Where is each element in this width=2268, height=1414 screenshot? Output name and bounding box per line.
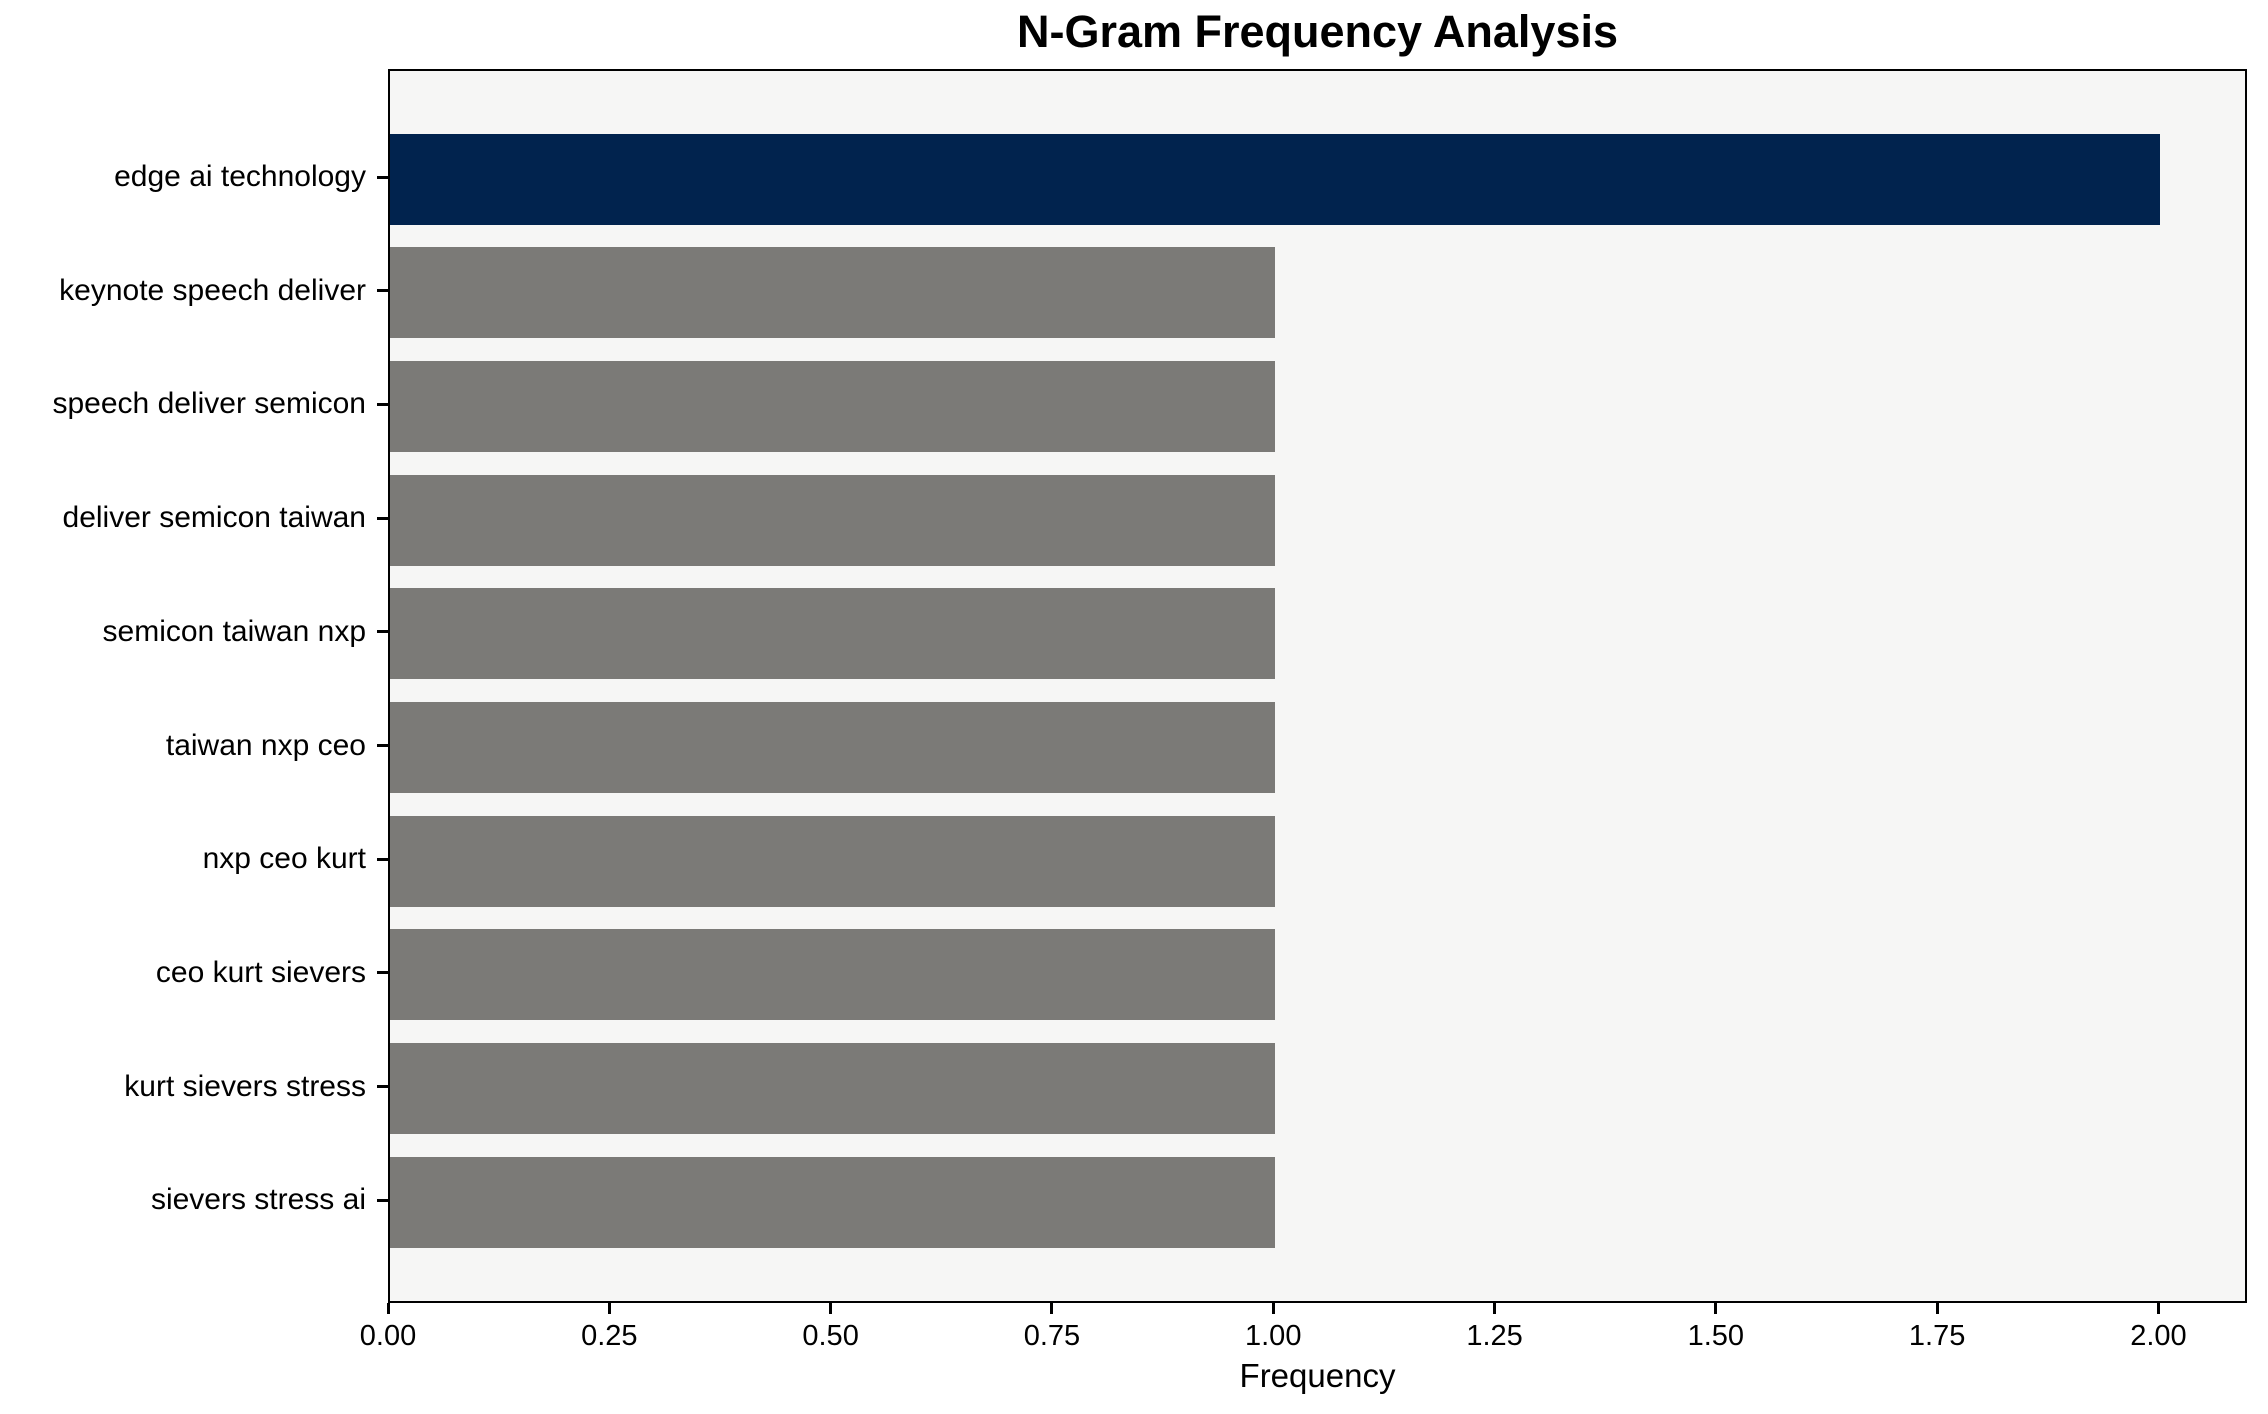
y-tick-label: deliver semicon taiwan	[62, 501, 366, 535]
x-tick-mark	[2156, 1303, 2160, 1314]
x-tick-mark	[607, 1303, 611, 1314]
x-tick-label: 1.00	[1245, 1320, 1302, 1352]
x-axis-title: Frequency	[1239, 1357, 1396, 1394]
plot-area	[388, 69, 2247, 1303]
y-tick-mark	[377, 630, 388, 634]
y-tick-label: speech deliver semicon	[52, 387, 367, 421]
y-tick-mark	[377, 175, 388, 179]
bar	[390, 929, 1276, 1021]
y-tick-mark	[377, 857, 388, 861]
chart-title: N-Gram Frequency Analysis	[1016, 6, 1619, 57]
y-tick-label: semicon taiwan nxp	[102, 614, 366, 648]
y-tick-mark	[377, 971, 388, 975]
bar	[390, 1156, 1276, 1248]
x-tick-mark	[1271, 1303, 1275, 1314]
y-tick-mark	[377, 1085, 388, 1089]
x-tick-label: 1.50	[1687, 1320, 1745, 1352]
bar	[390, 247, 1276, 339]
x-tick-mark	[1935, 1303, 1939, 1314]
x-tick-mark	[1050, 1303, 1054, 1314]
x-tick-mark	[1714, 1303, 1718, 1314]
x-tick-label: 1.75	[1908, 1320, 1966, 1352]
y-tick-label: ceo kurt sievers	[155, 955, 366, 989]
x-tick-mark	[829, 1303, 833, 1314]
y-tick-label: edge ai technology	[114, 160, 366, 193]
x-tick-mark	[1493, 1303, 1497, 1314]
y-tick-mark	[377, 1198, 388, 1202]
bar	[390, 702, 1276, 793]
x-tick-label: 0.75	[1023, 1320, 1081, 1352]
x-tick-label: 2.00	[2130, 1320, 2187, 1352]
y-tick-mark	[377, 744, 388, 747]
y-tick-label: kurt sievers stress	[124, 1069, 366, 1103]
y-tick-label: sievers stress ai	[150, 1183, 366, 1217]
y-axis: edge ai technology keynote speech deliver…	[0, 69, 388, 1303]
bar	[390, 474, 1276, 566]
bar	[390, 588, 1276, 680]
x-tick-label: 0.50	[802, 1320, 859, 1352]
y-tick-label: nxp ceo kurt	[202, 842, 366, 876]
x-axis: 0.00 0.25 0.50 0.75 1.00 1.25 1.50 1.75 2.00	[360, 1303, 2247, 1383]
y-tick-mark	[377, 289, 388, 293]
bar	[390, 815, 1276, 907]
x-tick-label: 0.00	[359, 1320, 417, 1352]
x-tick-mark	[386, 1303, 390, 1314]
bars-layer	[390, 71, 2245, 1301]
bar	[390, 1043, 1276, 1135]
y-tick-mark	[377, 516, 388, 520]
y-tick-label: keynote speech deliver	[59, 273, 366, 307]
x-tick-label: 1.25	[1466, 1320, 1523, 1352]
y-tick-label: taiwan nxp ceo	[165, 728, 366, 762]
x-tick-label: 0.25	[581, 1320, 638, 1352]
bar	[390, 133, 2161, 225]
bar	[390, 360, 1276, 452]
y-tick-mark	[377, 402, 388, 406]
